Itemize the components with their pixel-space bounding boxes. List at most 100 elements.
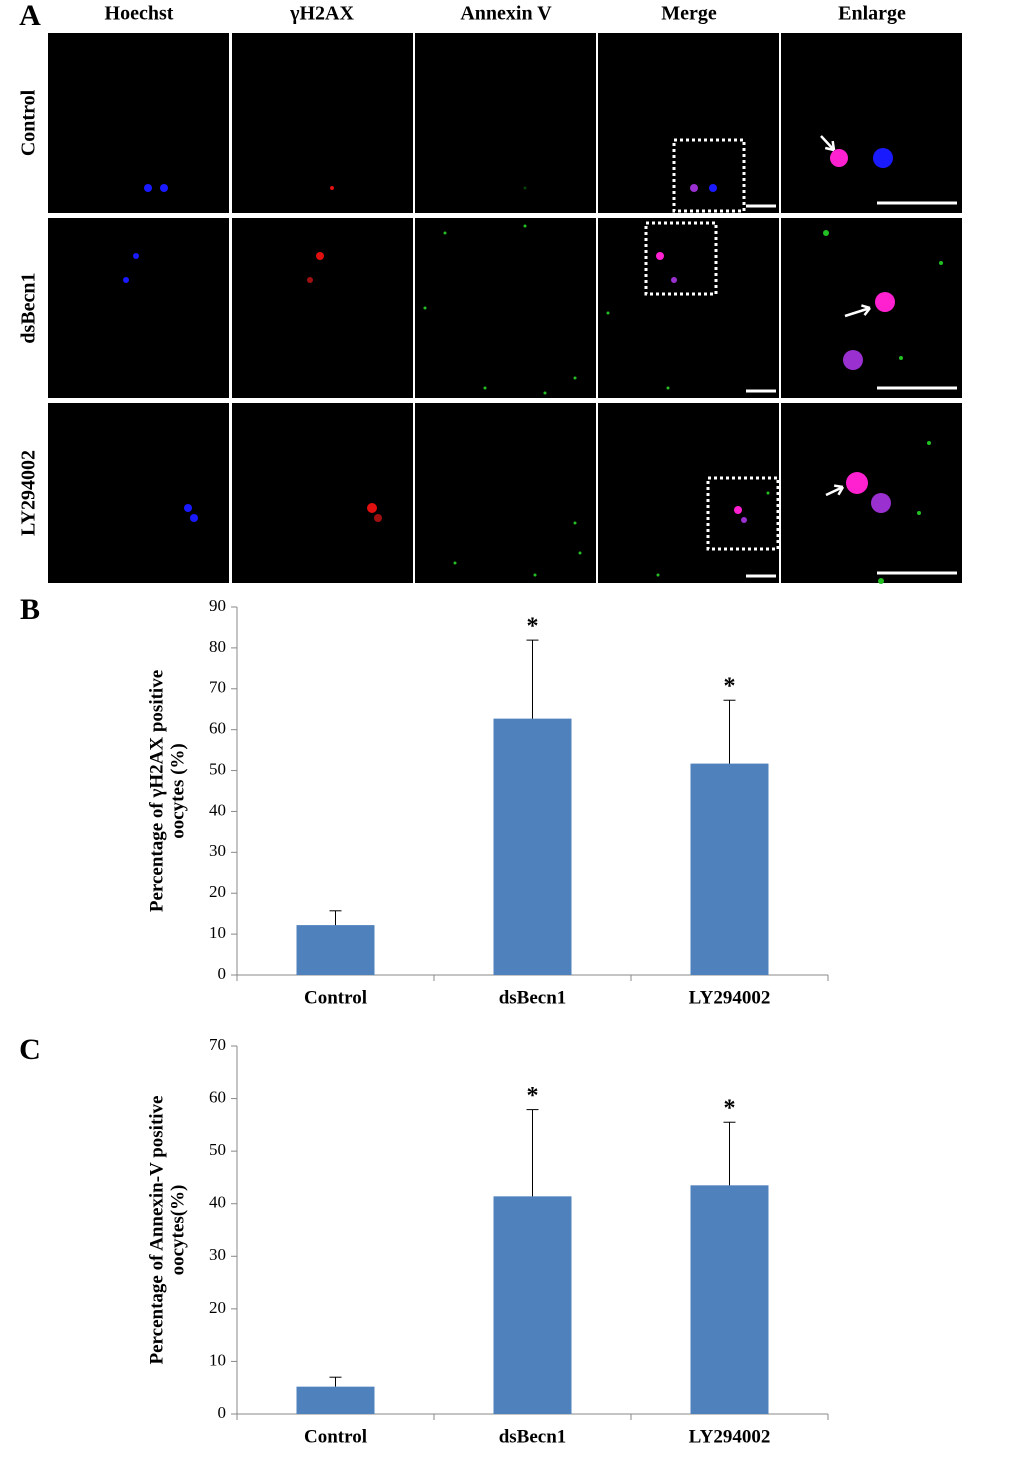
row-header: Control xyxy=(18,89,40,156)
fluorescent-spot xyxy=(144,184,152,192)
column-header: Enlarge xyxy=(838,3,906,25)
y-tick-label: 70 xyxy=(209,1035,226,1054)
fluorescent-spot xyxy=(483,386,487,390)
arrow-head xyxy=(837,486,845,496)
y-tick-label: 80 xyxy=(209,637,226,656)
fluorescent-spot xyxy=(846,472,868,494)
fluorescent-spot xyxy=(190,514,198,522)
micrograph xyxy=(48,218,229,398)
micrograph xyxy=(781,218,962,398)
y-tick-label: 10 xyxy=(209,923,226,942)
y-tick-label: 20 xyxy=(209,1298,226,1317)
micrograph xyxy=(48,403,229,583)
bar xyxy=(296,1386,375,1414)
fluorescent-spot xyxy=(123,277,129,283)
arrow-head xyxy=(831,140,836,151)
bar xyxy=(296,925,375,975)
fluorescent-spot xyxy=(523,224,527,228)
arrow xyxy=(844,306,871,318)
fluorescent-spot xyxy=(939,261,943,265)
y-tick-label: 60 xyxy=(209,1087,226,1106)
x-tick-label: Control xyxy=(304,987,367,1008)
fluorescent-spot xyxy=(899,356,903,360)
fluorescent-spot xyxy=(374,514,382,522)
fluorescent-spot xyxy=(606,311,610,315)
y-tick-label: 30 xyxy=(209,1245,226,1264)
micrograph xyxy=(232,33,413,213)
x-tick-label: LY294002 xyxy=(689,987,771,1008)
zoom-box xyxy=(706,476,780,551)
fluorescent-spot xyxy=(316,252,324,260)
fluorescent-spot xyxy=(927,441,931,445)
fluorescent-spot xyxy=(690,184,698,192)
micrograph-grid xyxy=(48,33,962,584)
fluorescent-spot xyxy=(843,350,863,370)
fluorescent-spot xyxy=(307,277,313,283)
micrograph xyxy=(232,218,413,398)
y-tick-label: 0 xyxy=(218,1403,227,1422)
bar xyxy=(493,1196,572,1414)
column-header: Merge xyxy=(661,3,717,25)
fluorescent-spot xyxy=(734,506,742,514)
y-tick-label: 40 xyxy=(209,1193,226,1212)
x-tick-label: LY294002 xyxy=(689,1426,771,1447)
fluorescent-spot xyxy=(709,184,717,192)
bar xyxy=(493,718,572,975)
zoom-box xyxy=(644,221,718,296)
y-tick-label: 20 xyxy=(209,882,226,901)
column-header: γH2AX xyxy=(289,3,354,25)
fluorescent-spot xyxy=(873,148,893,168)
y-tick-label: 90 xyxy=(209,596,226,615)
arrow-head xyxy=(833,484,844,489)
fluorescent-spot xyxy=(330,186,334,190)
micrograph xyxy=(598,33,779,213)
fluorescent-spot xyxy=(543,391,547,395)
fluorescent-spot xyxy=(656,252,664,260)
micrograph xyxy=(415,403,596,583)
micrograph xyxy=(415,33,596,213)
micrograph xyxy=(781,403,962,583)
zoom-box xyxy=(672,138,746,213)
panel-label: B xyxy=(20,593,40,626)
arrow-head xyxy=(863,307,871,316)
bar xyxy=(690,1185,769,1414)
fluorescent-spot xyxy=(443,231,447,235)
y-axis-label: oocytes (%) xyxy=(167,743,188,839)
arrow-head xyxy=(824,146,835,152)
fluorescent-spot xyxy=(878,578,884,584)
fluorescent-spot xyxy=(573,376,577,380)
micrograph xyxy=(598,218,779,398)
y-tick-label: 40 xyxy=(209,800,226,819)
fluorescent-spot xyxy=(133,253,139,259)
micrograph xyxy=(232,403,413,583)
fluorescent-spot xyxy=(917,511,921,515)
micrograph xyxy=(781,33,962,213)
fluorescent-spot xyxy=(871,493,891,513)
x-tick-label: dsBecn1 xyxy=(499,1426,567,1447)
row-header: LY294002 xyxy=(18,450,40,536)
column-header: Annexin V xyxy=(460,3,552,25)
fluorescent-spot xyxy=(830,149,848,167)
arrow xyxy=(825,485,844,497)
arrow-head xyxy=(861,304,871,310)
significance-mark: * xyxy=(527,1083,539,1109)
fluorescent-spot xyxy=(533,573,537,577)
fluorescent-spot xyxy=(573,521,577,525)
significance-mark: * xyxy=(527,614,539,640)
y-tick-label: 0 xyxy=(218,964,227,983)
panel-label: C xyxy=(19,1033,41,1066)
y-tick-label: 70 xyxy=(209,678,226,697)
fluorescent-spot xyxy=(666,386,670,390)
fluorescent-spot xyxy=(875,292,895,312)
fluorescent-spot xyxy=(523,186,527,190)
y-tick-label: 50 xyxy=(209,759,226,778)
fluorescent-spot xyxy=(423,306,427,310)
fluorescent-spot xyxy=(766,491,770,495)
fluorescent-spot xyxy=(367,503,377,513)
micrograph xyxy=(48,33,229,213)
micrograph xyxy=(415,218,596,398)
y-tick-label: 10 xyxy=(209,1350,226,1369)
panel-label: A xyxy=(19,0,41,32)
